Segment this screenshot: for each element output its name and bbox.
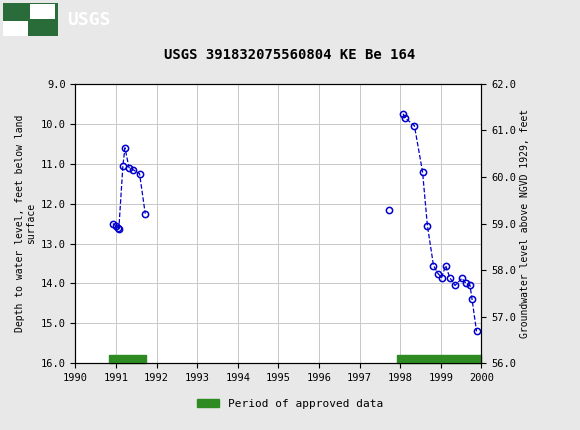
- FancyBboxPatch shape: [3, 21, 28, 36]
- FancyBboxPatch shape: [3, 3, 58, 37]
- Text: USGS: USGS: [67, 11, 110, 29]
- Bar: [397, 355, 481, 363]
- FancyBboxPatch shape: [30, 4, 55, 19]
- Y-axis label: Depth to water level, feet below land
surface: Depth to water level, feet below land su…: [15, 115, 37, 332]
- Y-axis label: Groundwater level above NGVD 1929, feet: Groundwater level above NGVD 1929, feet: [520, 109, 530, 338]
- Text: USGS 391832075560804 KE Be 164: USGS 391832075560804 KE Be 164: [164, 48, 416, 62]
- Legend: Period of approved data: Period of approved data: [193, 395, 387, 414]
- Bar: [109, 355, 147, 363]
